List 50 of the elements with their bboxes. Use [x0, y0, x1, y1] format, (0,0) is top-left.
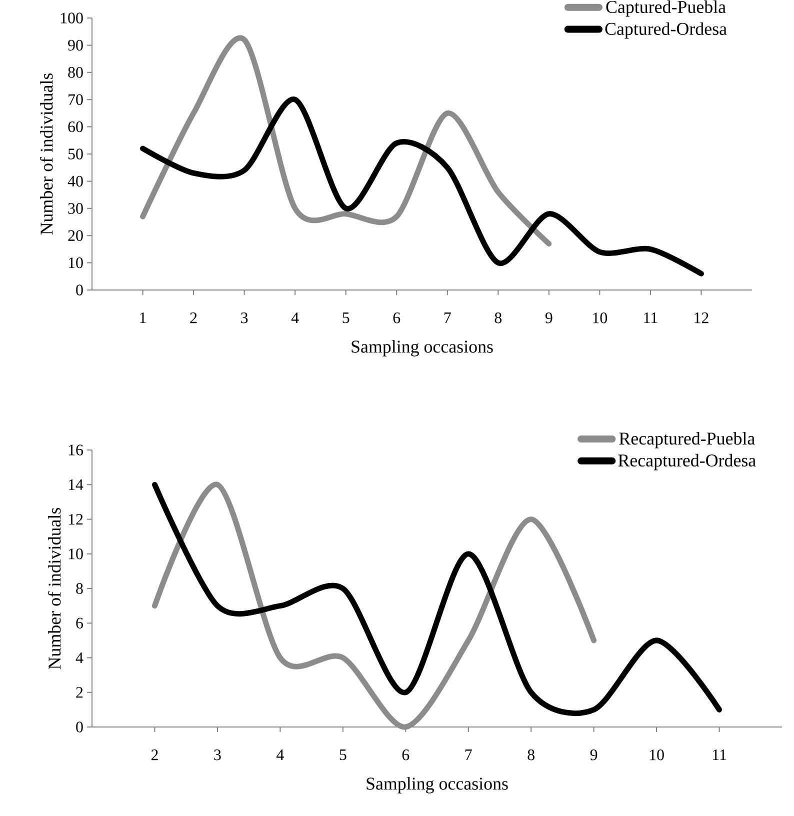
x-tick-label: 12 — [694, 312, 708, 324]
x-tick-label: 9 — [545, 312, 552, 324]
x-tick-label: 5 — [340, 750, 346, 760]
x-axis-title: Sampling occasions — [366, 777, 508, 794]
x-tick-label: 7 — [444, 312, 451, 323]
y-tick-label: 12 — [68, 514, 83, 525]
y-tick-label: 6 — [76, 618, 84, 628]
x-tick-label: 6 — [393, 312, 400, 324]
y-tick-label: 14 — [68, 479, 84, 490]
x-tick-label: 5 — [342, 312, 350, 324]
y-tick-label: 60 — [68, 121, 83, 132]
x-tick-label: 2 — [190, 312, 197, 324]
x-tick-label: 3 — [241, 312, 248, 324]
y-tick-label: 50 — [68, 148, 83, 160]
y-tick-label: 70 — [68, 94, 83, 105]
x-tick-label: 2 — [151, 750, 158, 760]
x-tick-label: 10 — [650, 750, 664, 760]
y-tick-label: 10 — [68, 548, 83, 560]
y-tick-label: 16 — [68, 444, 84, 456]
x-tick-label: 8 — [494, 312, 502, 324]
x-tick-label: 7 — [465, 750, 472, 760]
x-tick-label: 11 — [644, 312, 658, 324]
y-tick-label: 90 — [68, 40, 83, 51]
y-tick-label: 40 — [68, 176, 83, 187]
y-tick-label: 100 — [60, 12, 83, 24]
y-tick-label: 20 — [68, 230, 83, 241]
y-tick-label: 10 — [68, 257, 83, 268]
x-tick-label: 3 — [214, 750, 221, 760]
x-tick-label: 11 — [713, 750, 726, 760]
y-tick-label: 0 — [76, 722, 83, 732]
y-tick-label: 2 — [76, 687, 83, 698]
x-tick-label: 4 — [291, 312, 299, 324]
y-axis-title: Number of individuals — [48, 508, 61, 670]
y-tick-label: 4 — [76, 652, 84, 663]
y-tick-label: 8 — [76, 583, 83, 594]
x-tick-label: 4 — [276, 750, 284, 760]
x-tick-label: 8 — [528, 750, 534, 760]
y-tick-label: 0 — [76, 284, 83, 296]
legend-label: Captured-Puebla — [606, 0, 726, 17]
legend-label: Recaptured-Puebla — [619, 432, 755, 448]
legend-label: Captured-Ordesa — [605, 22, 727, 39]
y-axis-title: Number of individuals — [40, 73, 53, 235]
y-tick-label: 30 — [68, 203, 83, 214]
x-tick-label: 6 — [402, 750, 410, 760]
x-tick-label: 10 — [593, 312, 608, 324]
x-axis-title: Sampling occasions — [352, 340, 493, 356]
y-tick-label: 80 — [68, 67, 83, 78]
legend-label: Recaptured-Ordesa — [618, 454, 756, 470]
x-tick-label: 1 — [140, 312, 146, 324]
x-tick-label: 9 — [590, 750, 598, 760]
